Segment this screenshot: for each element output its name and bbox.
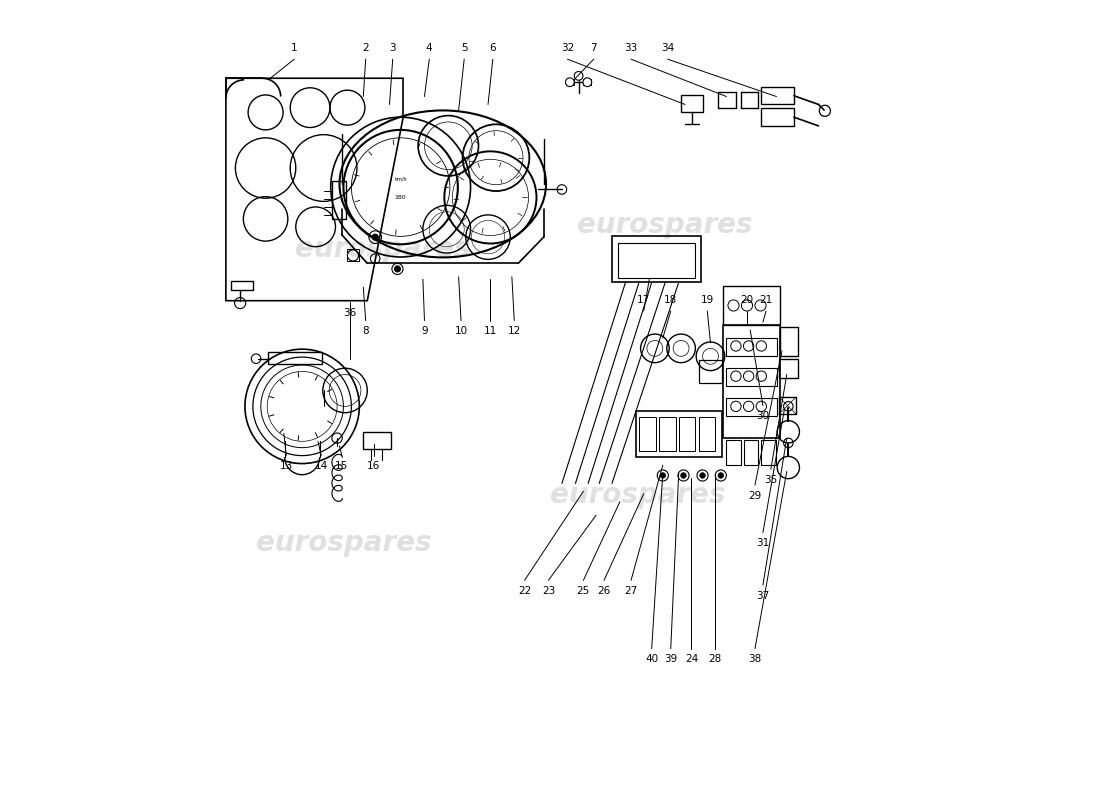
Text: 21: 21 [759, 294, 772, 305]
Bar [760, 87, 794, 105]
Text: 6: 6 [490, 43, 496, 53]
Text: eurospares: eurospares [255, 529, 431, 557]
Text: 5: 5 [461, 43, 468, 53]
Circle shape [394, 266, 400, 272]
Text: 180: 180 [395, 195, 407, 200]
Text: 11: 11 [484, 326, 497, 336]
Text: 19: 19 [701, 294, 714, 305]
Text: 36: 36 [343, 308, 356, 318]
Text: 15: 15 [336, 461, 349, 471]
Text: 26: 26 [597, 586, 611, 596]
Text: 33: 33 [625, 43, 638, 53]
Bar [331, 181, 345, 219]
Text: eurospares: eurospares [550, 482, 725, 510]
Circle shape [372, 234, 378, 240]
Text: 18: 18 [664, 294, 678, 305]
Text: 31: 31 [757, 538, 770, 548]
Bar [698, 418, 715, 451]
Text: 25: 25 [576, 586, 590, 596]
Bar [612, 236, 701, 282]
Text: 29: 29 [748, 490, 761, 501]
Bar [726, 338, 778, 355]
Text: 12: 12 [507, 326, 521, 336]
Bar [268, 352, 322, 364]
Text: 13: 13 [279, 461, 293, 471]
Bar [639, 418, 656, 451]
Text: 16: 16 [367, 461, 381, 471]
Text: 4: 4 [426, 43, 432, 53]
Text: 9: 9 [421, 326, 428, 336]
Text: 40: 40 [645, 654, 658, 664]
Bar [779, 358, 798, 378]
Bar [723, 326, 780, 438]
Text: eurospares: eurospares [296, 235, 471, 263]
Text: 38: 38 [748, 654, 761, 664]
Text: 3: 3 [389, 43, 396, 53]
Bar [681, 95, 703, 113]
Bar [779, 397, 796, 414]
Bar [618, 242, 694, 278]
Circle shape [574, 71, 583, 80]
Bar [363, 432, 392, 450]
Bar [726, 398, 778, 416]
Text: 34: 34 [661, 43, 674, 53]
Circle shape [583, 78, 592, 86]
Bar [726, 368, 778, 386]
Text: 14: 14 [315, 461, 328, 471]
Text: 35: 35 [764, 474, 778, 485]
Bar [761, 440, 776, 465]
Text: 8: 8 [362, 326, 369, 336]
Text: 7: 7 [591, 43, 597, 53]
Text: 2: 2 [362, 43, 369, 53]
Text: 17: 17 [637, 294, 650, 305]
Bar [679, 418, 695, 451]
Bar [583, 79, 592, 86]
Bar [659, 418, 675, 451]
Text: 39: 39 [664, 654, 678, 664]
Bar [636, 411, 722, 457]
Text: 24: 24 [685, 654, 698, 664]
Circle shape [681, 473, 686, 478]
Text: 32: 32 [561, 43, 574, 53]
Circle shape [660, 473, 666, 478]
Bar [231, 281, 253, 290]
Text: eurospares: eurospares [578, 211, 752, 239]
Bar [726, 440, 740, 465]
Text: 37: 37 [757, 590, 770, 601]
Text: 23: 23 [542, 586, 556, 596]
Bar [565, 79, 574, 86]
Text: 22: 22 [518, 586, 531, 596]
Text: 10: 10 [454, 326, 467, 336]
Text: 27: 27 [625, 586, 638, 596]
Circle shape [565, 78, 574, 86]
Bar [348, 249, 360, 261]
Bar [744, 440, 758, 465]
Bar [700, 360, 722, 382]
Bar [760, 109, 794, 126]
Circle shape [718, 473, 724, 478]
Text: 20: 20 [740, 294, 754, 305]
Text: 30: 30 [757, 411, 770, 421]
Bar [723, 286, 780, 325]
Text: km/h: km/h [395, 177, 407, 182]
Circle shape [700, 473, 705, 478]
Text: 1: 1 [290, 43, 297, 53]
Text: 28: 28 [708, 654, 722, 664]
